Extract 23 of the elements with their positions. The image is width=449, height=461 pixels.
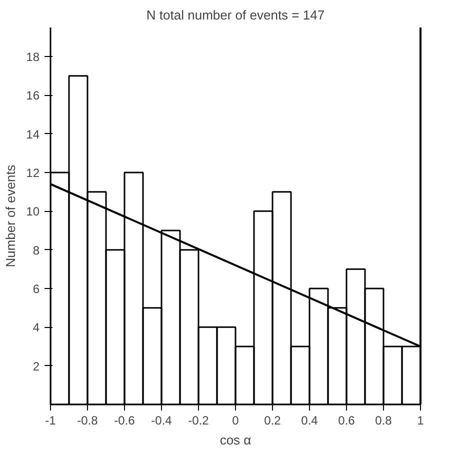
y-tick-label: 16 bbox=[26, 88, 40, 103]
x-tick-label: -0.8 bbox=[77, 414, 98, 428]
chart-title: N total number of events = 147 bbox=[146, 8, 325, 22]
y-axis-title: Number of events bbox=[3, 164, 18, 268]
x-tick-label: -1 bbox=[45, 414, 56, 428]
y-tick-label: 18 bbox=[26, 50, 40, 64]
y-tick-label: 10 bbox=[26, 204, 40, 219]
y-tick-label: 12 bbox=[26, 166, 40, 180]
x-tick-label: -0.4 bbox=[151, 414, 172, 428]
y-tick-label: 14 bbox=[26, 127, 40, 142]
y-tick-label: 4 bbox=[32, 320, 40, 335]
x-tick-label: 0.8 bbox=[375, 414, 392, 428]
x-axis-title: cos α bbox=[220, 432, 252, 448]
x-tick-label: 0.6 bbox=[338, 414, 356, 428]
x-tick-label: 0 bbox=[232, 414, 240, 428]
y-tick-label: 2 bbox=[32, 359, 40, 374]
x-tick-label: -0.6 bbox=[114, 414, 136, 428]
x-tick-label: 0.4 bbox=[301, 414, 318, 428]
x-tick-label: 0.2 bbox=[264, 414, 282, 428]
x-tick-label: 1 bbox=[417, 414, 424, 428]
y-tick-label: 6 bbox=[32, 282, 40, 296]
x-tick-label: -0.2 bbox=[188, 414, 210, 428]
y-tick-label: 8 bbox=[32, 243, 40, 258]
